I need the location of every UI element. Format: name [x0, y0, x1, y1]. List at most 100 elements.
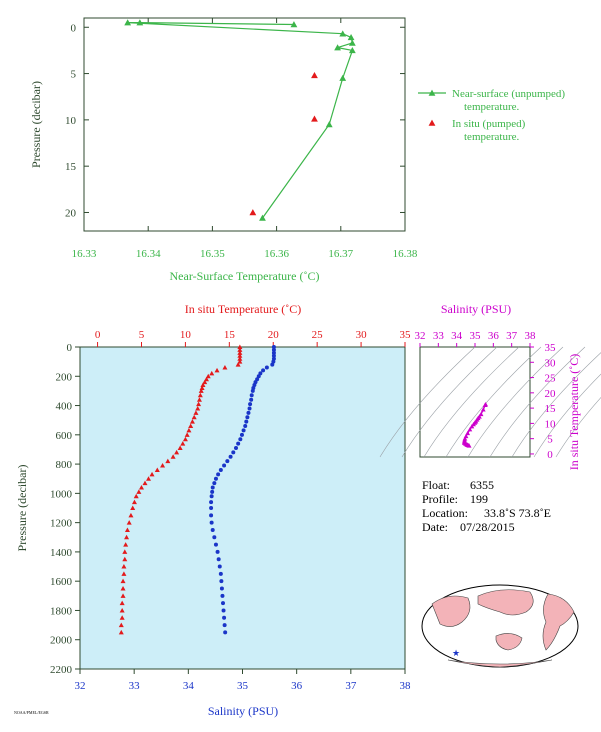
salinity-point — [246, 410, 251, 415]
ts-x-tick-label: 35 — [470, 330, 482, 342]
ts-point — [467, 427, 473, 432]
salinity-point — [213, 542, 218, 547]
pressure-axis-label: Pressure (decibar) — [15, 465, 29, 552]
point-pumped — [311, 72, 318, 79]
temperature-point — [191, 414, 197, 420]
salinity-point — [210, 489, 215, 494]
salinity-point — [247, 406, 252, 411]
profile-chart: 0 5 10 15 20 25 30 35 32 33 34 35 36 37 38 0 200 400 600 80… — [15, 302, 411, 718]
pressure-tick-label: 800 — [56, 459, 73, 471]
salinity-point — [249, 393, 254, 398]
x-tick-label: 16.38 — [393, 248, 418, 260]
salinity-point — [215, 549, 220, 554]
temperature-point — [124, 534, 130, 540]
temperature-point — [170, 454, 176, 459]
temperature-point — [182, 436, 188, 442]
temperature-point — [154, 467, 160, 472]
temperature-point — [177, 445, 183, 450]
salinity-point — [223, 630, 228, 635]
temperature-point — [138, 485, 144, 490]
temperature-point — [123, 542, 129, 547]
pressure-tick-label: 400 — [56, 401, 73, 413]
ts-point — [462, 436, 468, 441]
ts-frame — [419, 346, 531, 458]
x-axis-label: Near-Surface Temperature (˚C) — [170, 269, 320, 283]
x-tick-label: 16.37 — [328, 248, 353, 260]
pressure-tick-label: 1600 — [50, 576, 73, 588]
temperature-point — [196, 397, 202, 402]
temp-tick-label: 25 — [312, 329, 324, 341]
pressure-tick-label: 600 — [56, 430, 73, 442]
near-surface-frame — [83, 17, 406, 232]
temperature-point — [205, 373, 211, 379]
salinity-point — [209, 520, 214, 525]
legend-marker-pumped — [428, 119, 436, 126]
temperature-point — [126, 520, 132, 525]
temperature-point — [197, 392, 203, 398]
temp-tick-label: 20 — [268, 329, 280, 341]
ts-diagram-chart: 32 33 34 35 36 37 38 0 5 10 15 20 25 30 35 Salinity (PS… — [379, 302, 601, 471]
temp-tick-label: 0 — [95, 329, 101, 341]
legend-marker-unpumped — [428, 89, 436, 96]
float-label: Float: — [422, 478, 450, 492]
salinity-point — [218, 571, 223, 576]
ts-x-tick-label: 37 — [506, 330, 518, 342]
salinity-point — [222, 623, 227, 628]
temperature-point — [200, 382, 206, 388]
salinity-point — [241, 428, 246, 433]
temperature-point — [122, 549, 128, 554]
ts-point — [480, 407, 486, 412]
temperature-point — [146, 476, 152, 481]
point-unpumped — [339, 74, 347, 81]
temperature-point — [186, 427, 192, 433]
map-land-australia — [495, 633, 523, 651]
salinity-point — [209, 500, 214, 505]
point-unpumped — [259, 214, 266, 221]
pressure-tick-label: 2000 — [50, 635, 73, 647]
ts-y-tick-label: 5 — [547, 434, 553, 446]
temperature-point — [130, 505, 136, 510]
temperature-point — [209, 370, 215, 376]
legend-label-pumped-2: temperature. — [464, 131, 520, 143]
temperature-point — [118, 629, 124, 635]
temperature-point — [119, 615, 125, 620]
map-land-americas — [542, 593, 575, 651]
density-contour — [467, 346, 564, 458]
salinity-point — [243, 424, 248, 429]
salinity-tick-label: 36 — [291, 680, 303, 692]
temperature-point — [237, 350, 243, 355]
temperature-point — [214, 367, 220, 373]
date-label: Date: — [422, 520, 448, 534]
ts-point — [478, 411, 484, 417]
x-tick-label: 16.36 — [264, 248, 289, 260]
salinity-point — [271, 345, 276, 349]
ts-x-tick-label: 33 — [433, 330, 445, 342]
float-position-marker: ★ — [452, 648, 460, 658]
point-unpumped — [348, 39, 356, 46]
salinity-point — [245, 415, 250, 420]
ts-y-axis-label: In situ Temperature (˚C) — [567, 354, 581, 471]
ts-x-tick-label: 34 — [451, 330, 463, 342]
salinity-tick-label: 33 — [129, 680, 141, 692]
ts-y-tick-label: 15 — [545, 403, 557, 415]
salinity-point — [271, 350, 276, 355]
temperature-point — [121, 564, 127, 569]
salinity-point — [218, 467, 223, 472]
series-line-unpumped — [127, 22, 354, 219]
salinity-point — [264, 365, 269, 370]
temperature-point — [203, 376, 209, 382]
temperature-point — [119, 600, 125, 606]
point-unpumped — [348, 47, 356, 54]
temperature-point — [149, 471, 155, 477]
float-info-block: Float: 6355 Profile: 199 Location: 33.8˚… — [422, 478, 551, 534]
temperature-point — [142, 480, 148, 486]
temperature-point — [133, 493, 139, 499]
ts-y-tick-label: 35 — [545, 342, 557, 354]
temperature-point — [184, 432, 190, 437]
ts-point — [465, 430, 471, 436]
float-value: 6355 — [470, 478, 494, 492]
density-contour — [423, 346, 520, 458]
point-unpumped — [334, 44, 341, 51]
salinity-point — [209, 506, 214, 510]
temperature-point — [165, 458, 171, 464]
